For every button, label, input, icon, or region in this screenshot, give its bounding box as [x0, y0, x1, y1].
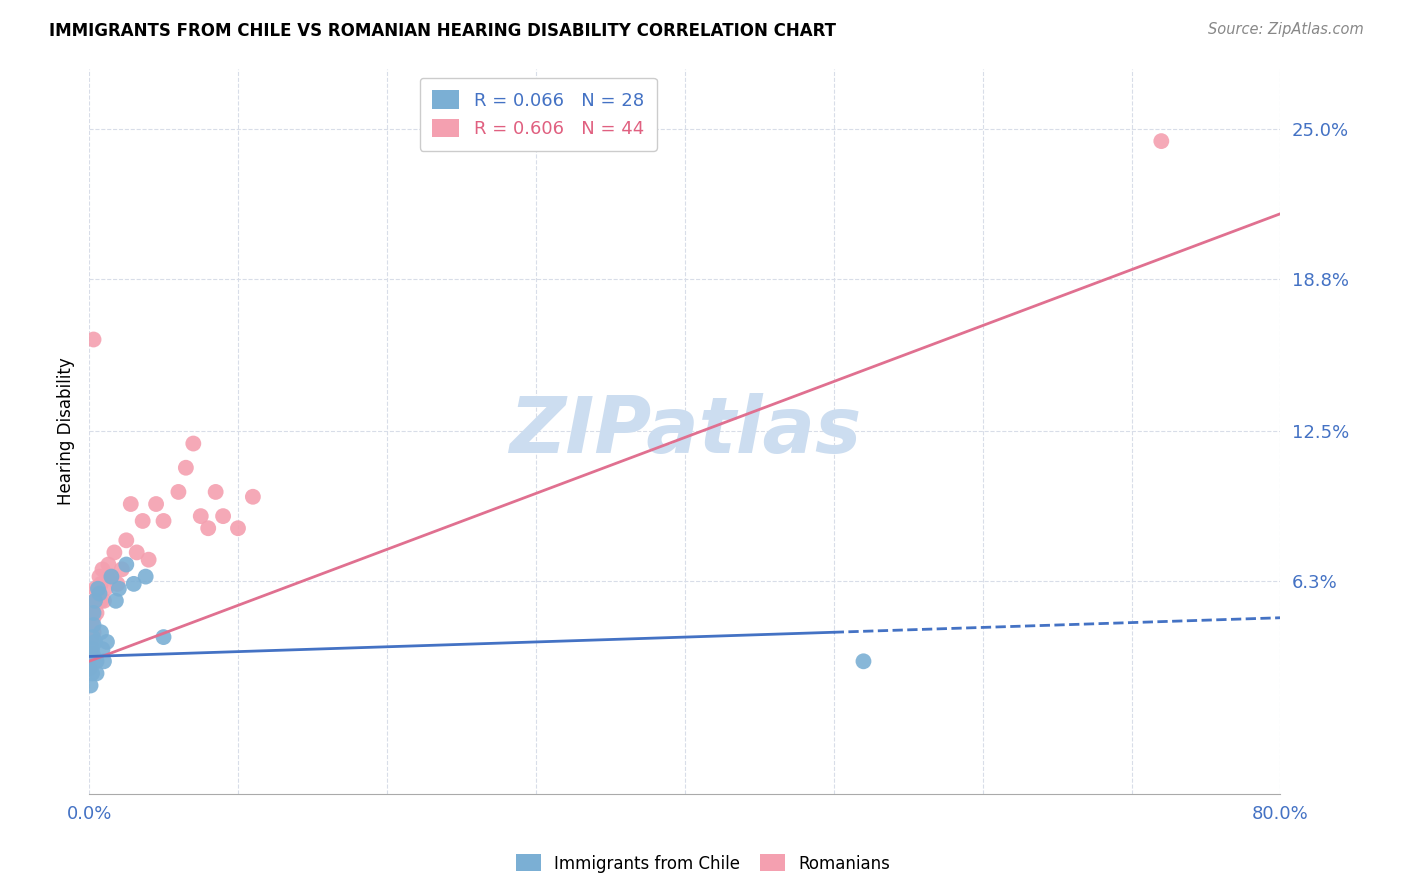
- Point: [80, 618, 103, 632]
- Point: [135, 569, 157, 583]
- Point: [80, 647, 103, 661]
- Point: [80, 666, 103, 681]
- Point: [79, 654, 101, 668]
- Point: [212, 509, 235, 524]
- Point: [105, 577, 128, 591]
- Point: [852, 654, 875, 668]
- Point: [82, 630, 104, 644]
- Point: [94, 582, 117, 596]
- Point: [86, 666, 108, 681]
- Point: [181, 436, 204, 450]
- Text: ZIPatlas: ZIPatlas: [509, 393, 860, 469]
- Point: [84, 594, 107, 608]
- Point: [84, 582, 107, 596]
- Point: [100, 569, 122, 583]
- Point: [84, 635, 107, 649]
- Point: [83, 618, 105, 632]
- Point: [100, 569, 122, 583]
- Point: [115, 533, 138, 548]
- Point: [90, 625, 112, 640]
- Point: [93, 654, 115, 668]
- Point: [131, 514, 153, 528]
- Legend: R = 0.066   N = 28, R = 0.606   N = 44: R = 0.066 N = 28, R = 0.606 N = 44: [420, 78, 657, 151]
- Point: [79, 630, 101, 644]
- Point: [103, 545, 125, 559]
- Point: [83, 649, 105, 664]
- Point: [82, 606, 104, 620]
- Y-axis label: Hearing Disability: Hearing Disability: [58, 358, 75, 506]
- Point: [174, 460, 197, 475]
- Point: [86, 606, 108, 620]
- Point: [87, 582, 110, 596]
- Point: [120, 497, 142, 511]
- Point: [190, 509, 212, 524]
- Point: [83, 611, 105, 625]
- Point: [79, 662, 101, 676]
- Point: [84, 594, 107, 608]
- Point: [86, 654, 108, 668]
- Point: [79, 678, 101, 692]
- Point: [91, 642, 114, 657]
- Point: [204, 484, 226, 499]
- Point: [90, 594, 112, 608]
- Point: [80, 642, 103, 657]
- Point: [152, 514, 174, 528]
- Point: [89, 586, 111, 600]
- Point: [96, 569, 118, 583]
- Point: [87, 582, 110, 596]
- Point: [96, 635, 118, 649]
- Text: Source: ZipAtlas.com: Source: ZipAtlas.com: [1208, 22, 1364, 37]
- Point: [83, 333, 105, 347]
- Point: [108, 582, 131, 596]
- Point: [122, 577, 145, 591]
- Point: [91, 562, 114, 576]
- Point: [80, 635, 103, 649]
- Point: [167, 484, 190, 499]
- Point: [79, 649, 101, 664]
- Point: [115, 558, 138, 572]
- Point: [197, 521, 219, 535]
- Point: [97, 558, 120, 572]
- Point: [80, 642, 103, 657]
- Point: [1150, 134, 1173, 148]
- Point: [90, 577, 112, 591]
- Point: [83, 625, 105, 640]
- Point: [111, 562, 134, 576]
- Point: [104, 594, 127, 608]
- Point: [152, 630, 174, 644]
- Point: [86, 594, 108, 608]
- Point: [79, 662, 101, 676]
- Point: [145, 497, 167, 511]
- Point: [125, 545, 148, 559]
- Point: [89, 569, 111, 583]
- Point: [138, 552, 160, 566]
- Text: IMMIGRANTS FROM CHILE VS ROMANIAN HEARING DISABILITY CORRELATION CHART: IMMIGRANTS FROM CHILE VS ROMANIAN HEARIN…: [49, 22, 837, 40]
- Point: [226, 521, 249, 535]
- Legend: Immigrants from Chile, Romanians: Immigrants from Chile, Romanians: [509, 847, 897, 880]
- Point: [242, 490, 264, 504]
- Point: [83, 606, 105, 620]
- Point: [93, 594, 115, 608]
